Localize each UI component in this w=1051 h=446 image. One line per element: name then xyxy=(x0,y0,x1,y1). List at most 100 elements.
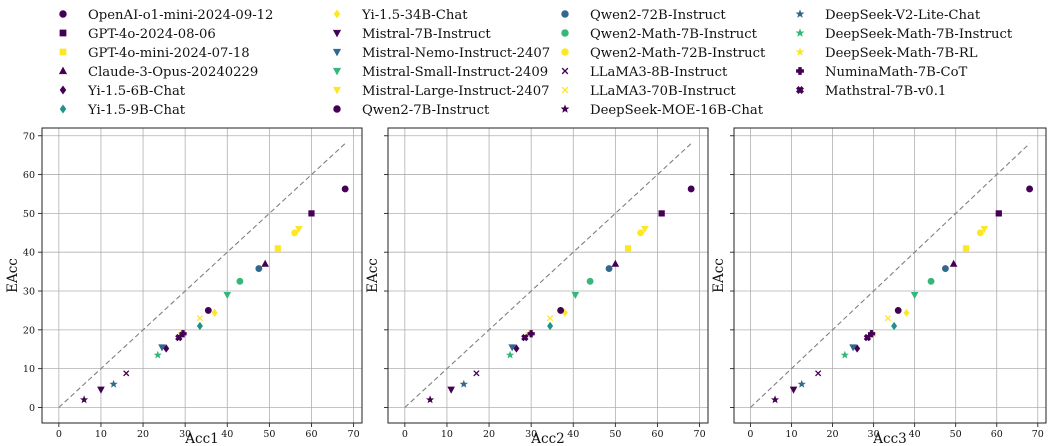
point-deepseek-math-7b-instruct xyxy=(506,350,515,359)
point-gpt-4o-2024-08-06 xyxy=(995,210,1002,217)
legend-label: GPT-4o-mini-2024-07-18 xyxy=(88,46,250,61)
legend-label: Qwen2-7B-Instruct xyxy=(362,103,490,118)
legend-marker-yi-1-5-34b-chat xyxy=(333,9,341,19)
x-tick-label: 50 xyxy=(263,429,275,440)
point-llama3-8b-instruct xyxy=(815,370,822,377)
legend-marker-deepseek-v2-lite-chat xyxy=(795,9,805,18)
legend-label: Mistral-Large-Instruct-2407 xyxy=(362,84,550,99)
y-tick-label: 20 xyxy=(23,325,35,336)
point-numinamath-7b-cot xyxy=(527,330,535,338)
x-tick-label: 60 xyxy=(991,429,1003,440)
y-tick-label: 10 xyxy=(23,364,35,375)
legend-marker-gpt-4o-2024-08-06 xyxy=(59,29,67,37)
point-gpt-4o-mini-2024-07-18 xyxy=(624,245,632,252)
legend-marker-qwen2-72b-instruct xyxy=(561,10,569,18)
x-tick-label: 60 xyxy=(651,429,663,440)
reference-line xyxy=(404,143,692,408)
x-tick-label: 0 xyxy=(747,429,753,440)
legend-label: Mistral-Small-Instruct-2409 xyxy=(362,65,548,80)
legend-marker-llama3-70b-instruct xyxy=(561,86,569,94)
point-qwen2-math-72b-instruct xyxy=(291,229,299,237)
legend-marker-qwen2-7b-instruct xyxy=(333,105,341,113)
chart-panel-3: 0 10 20 30 40 50 60 70 Acc3 EAcc xyxy=(711,127,1047,446)
legend-marker-openai-o1-mini-2024-09-12 xyxy=(59,10,67,18)
x-tick-label: 70 xyxy=(348,429,360,440)
y-axis-label: EAcc xyxy=(711,258,727,293)
legend: OpenAI-o1-mini-2024-09-12 GPT-4o-2024-08-… xyxy=(58,8,1013,118)
legend-marker-gpt-4o-mini-2024-07-18 xyxy=(59,48,67,56)
point-mistral-nemo-instruct-2407 xyxy=(849,344,857,352)
point-yi-1-5-6b-chat xyxy=(854,344,861,353)
legend-marker-deepseek-moe-16b-chat xyxy=(560,104,570,113)
legend-marker-qwen2-math-72b-instruct xyxy=(561,48,569,56)
point-llama3-70b-instruct xyxy=(196,315,203,322)
legend-marker-mistral-nemo-instruct-2407 xyxy=(332,48,342,57)
legend-label: GPT-4o-2024-08-06 xyxy=(88,27,216,42)
point-openai-o1-mini-2024-09-12 xyxy=(341,185,349,193)
point-deepseek-moe-16b-chat xyxy=(426,395,435,404)
x-tick-label: 10 xyxy=(785,429,797,440)
point-yi-1-5-34b-chat xyxy=(211,308,218,317)
point-claude-3-opus-20240229 xyxy=(261,259,269,267)
point-numinamath-7b-cot xyxy=(867,330,876,338)
legend-label: DeepSeek-MOE-16B-Chat xyxy=(590,103,764,118)
point-deepseek-v2-lite-chat xyxy=(459,379,468,388)
point-mistral-7b-instruct xyxy=(447,386,455,394)
x-tick-label: 10 xyxy=(441,429,453,440)
legend-marker-yi-1-5-9b-chat xyxy=(59,104,67,114)
point-qwen2-7b-instruct xyxy=(894,306,902,314)
point-mistral-small-instruct-2409 xyxy=(910,291,919,300)
point-qwen2-math-72b-instruct xyxy=(637,229,645,237)
legend-label: LLaMA3-70B-Instruct xyxy=(590,84,736,99)
point-openai-o1-mini-2024-09-12 xyxy=(1026,185,1034,193)
point-qwen2-7b-instruct xyxy=(204,306,212,314)
legend-label: Claude-3-Opus-20240229 xyxy=(88,65,258,80)
axes-frame xyxy=(387,127,709,424)
point-qwen2-math-72b-instruct xyxy=(976,229,984,237)
point-deepseek-moe-16b-chat xyxy=(80,395,89,404)
x-tick-label: 20 xyxy=(137,429,149,440)
point-deepseek-math-7b-instruct xyxy=(153,350,162,359)
legend-label: Mistral-7B-Instruct xyxy=(362,27,491,42)
point-yi-1-5-9b-chat xyxy=(547,321,554,331)
legend-label: NuminaMath-7B-CoT xyxy=(825,65,968,80)
point-mistral-small-instruct-2409 xyxy=(223,291,232,300)
point-yi-1-5-9b-chat xyxy=(891,321,898,331)
y-axis-label: EAcc xyxy=(365,258,381,293)
legend-marker-numinamath-7b-cot xyxy=(796,67,804,75)
legend-marker-deepseek-math-7b-instruct xyxy=(795,28,805,37)
legend-label: Qwen2-72B-Instruct xyxy=(590,8,726,23)
legend-marker-qwen2-math-7b-instruct xyxy=(561,29,569,37)
point-mistral-large-instruct-2407 xyxy=(641,225,649,234)
point-deepseek-v2-lite-chat xyxy=(797,379,806,388)
x-tick-label: 0 xyxy=(402,429,408,440)
axes-frame xyxy=(41,127,363,424)
point-claude-3-opus-20240229 xyxy=(949,259,958,267)
legend-label: DeepSeek-Math-7B-RL xyxy=(825,46,978,61)
legend-marker-claude-3-opus-20240229 xyxy=(58,66,68,75)
legend-marker-deepseek-math-7b-rl xyxy=(795,47,805,56)
y-tick-label: 50 xyxy=(23,209,35,220)
y-tick-label: 70 xyxy=(23,131,35,142)
point-mistral-7b-instruct xyxy=(789,386,798,394)
point-qwen2-math-7b-instruct xyxy=(927,277,935,285)
legend-label: Qwen2-Math-7B-Instruct xyxy=(590,27,758,42)
legend-label: Qwen2-Math-72B-Instruct xyxy=(590,46,766,61)
legend-marker-mistral-7b-instruct xyxy=(332,29,342,38)
legend-marker-mistral-small-instruct-2409 xyxy=(332,67,342,76)
legend-marker-llama3-8b-instruct xyxy=(561,67,569,75)
legend-label: Mathstral-7B-v0.1 xyxy=(825,84,946,99)
point-yi-1-5-6b-chat xyxy=(163,344,170,353)
point-qwen2-72b-instruct xyxy=(255,265,263,272)
x-tick-label: 30 xyxy=(525,429,537,440)
point-gpt-4o-2024-08-06 xyxy=(308,210,315,217)
x-axis-label: Acc2 xyxy=(530,431,564,446)
legend-marker-mathstral-7b-v0-1 xyxy=(796,86,804,94)
y-tick-label: 40 xyxy=(23,248,35,259)
legend-marker-mistral-large-instruct-2407 xyxy=(332,86,342,95)
x-axis-label: Acc3 xyxy=(872,431,906,446)
point-mistral-small-instruct-2409 xyxy=(571,291,580,300)
x-tick-label: 40 xyxy=(221,429,233,440)
